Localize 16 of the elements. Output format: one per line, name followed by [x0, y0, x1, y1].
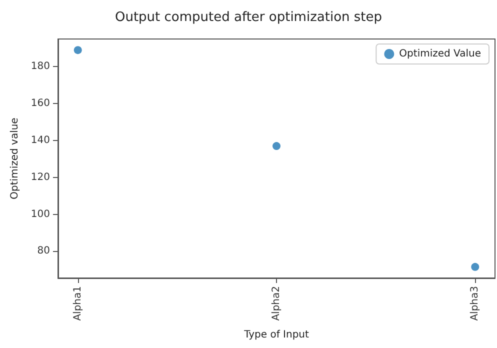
y-tick-label: 140 [30, 135, 50, 146]
point [471, 262, 480, 271]
point [74, 46, 82, 54]
chart-title: Output computed after optimization step [114, 10, 382, 25]
y-axis-title: Optimized value [10, 118, 21, 200]
point [272, 142, 280, 150]
y-tick-label: 80 [37, 246, 50, 257]
x-axis-title: Type of Input [243, 330, 310, 340]
y-tick-label: 180 [30, 61, 50, 72]
legend-label: Optimized Value [399, 48, 481, 60]
x-tick-label: Alpha2 [271, 286, 282, 321]
x-tick-label: Alpha3 [470, 286, 481, 321]
y-tick-label: 100 [30, 208, 50, 220]
x-tick-label: Alpha1 [72, 286, 84, 321]
y-tick-label: 160 [30, 98, 50, 110]
y-tick-label: 120 [30, 172, 50, 183]
